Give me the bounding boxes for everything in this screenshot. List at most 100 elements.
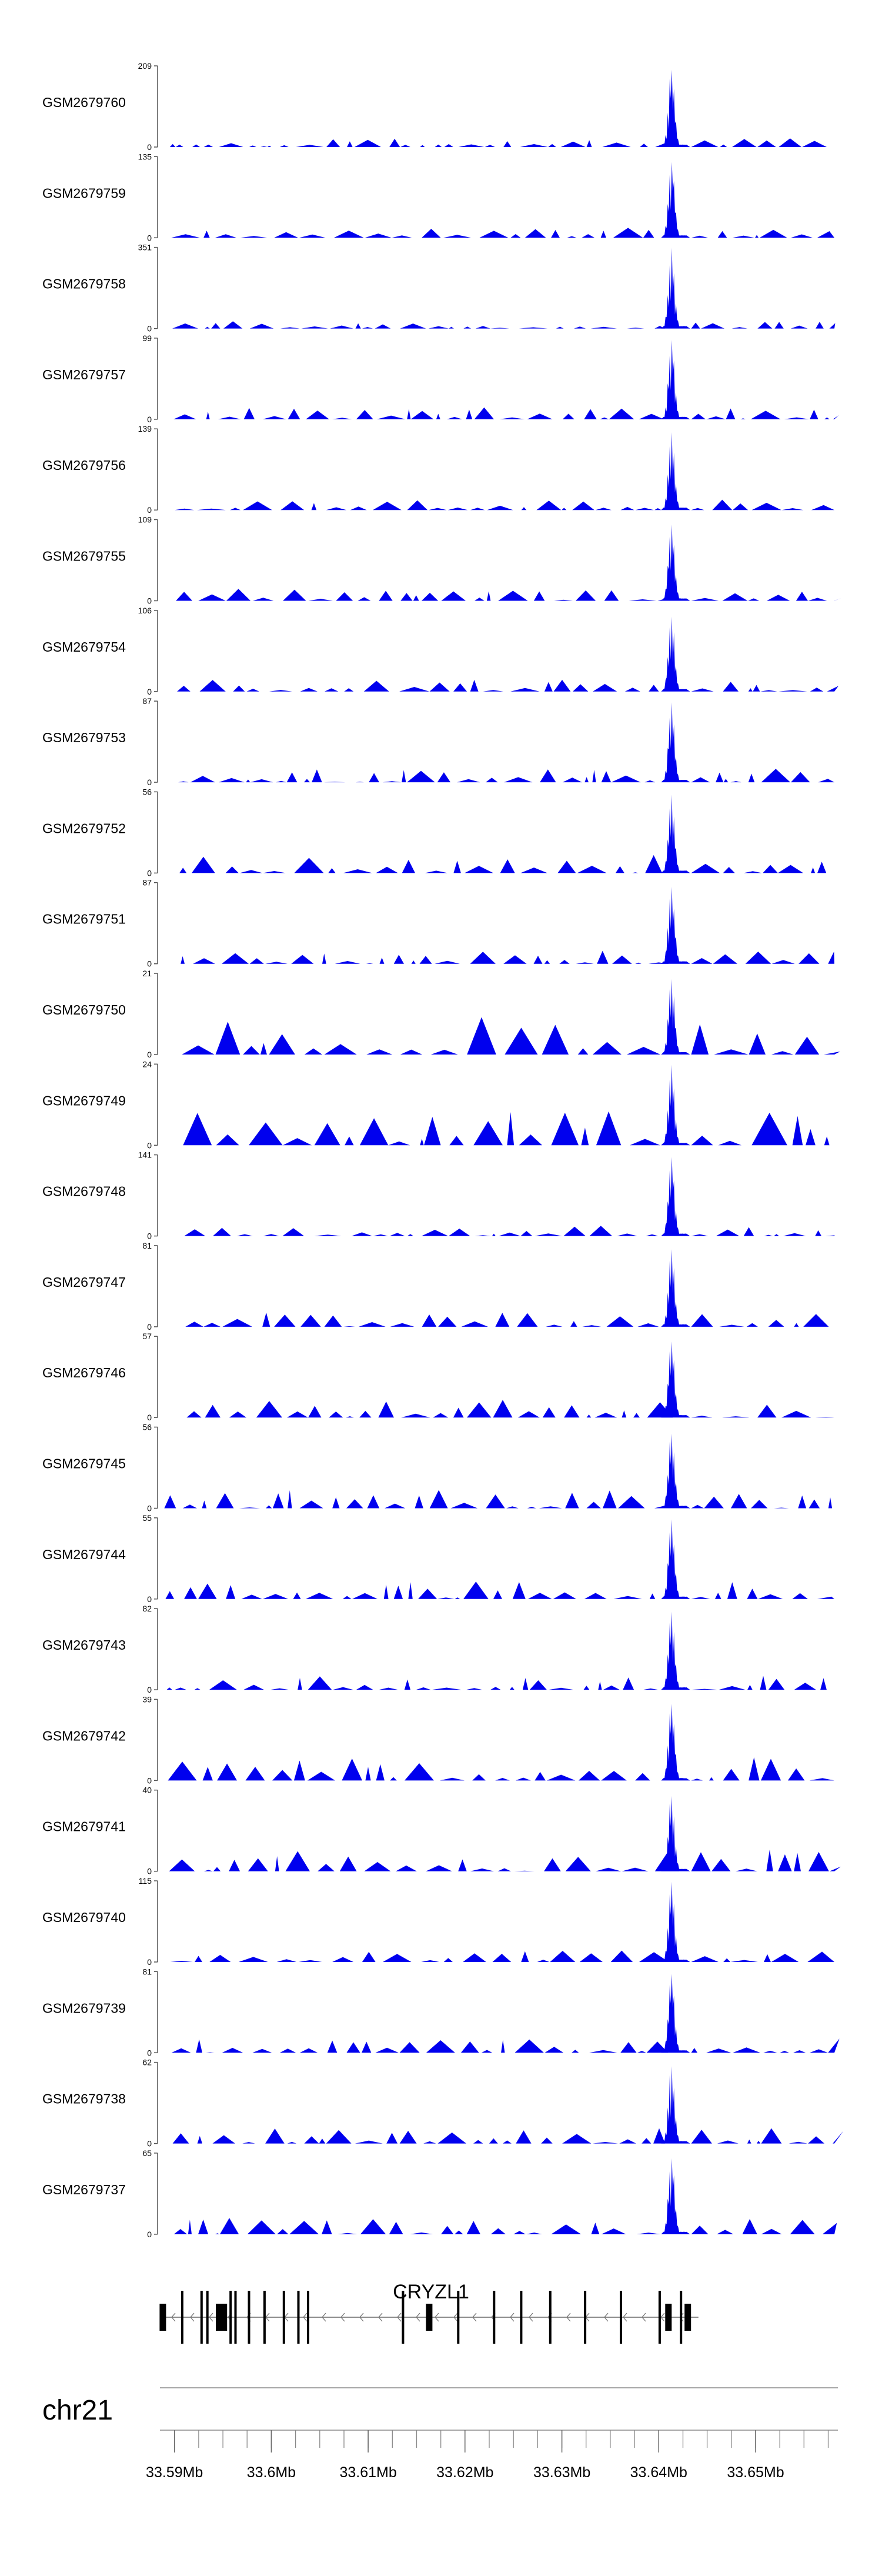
exon (665, 2304, 672, 2331)
coverage-area (160, 138, 838, 147)
y-min-label: 0 (147, 1050, 152, 1059)
y-max-label: 21 (142, 969, 152, 978)
peak-area (661, 524, 690, 601)
coverage-area (160, 2038, 840, 2053)
track-label: GSM2679757 (42, 367, 126, 382)
signal-tracks: GSM26797602090GSM26797591350GSM267975835… (42, 61, 844, 2239)
coverage-area (160, 1111, 838, 1146)
strand-arrow (322, 2313, 326, 2322)
strand-arrow (303, 2313, 308, 2322)
y-min-label: 0 (147, 2230, 152, 2239)
y-min-label: 0 (147, 2139, 152, 2148)
track-GSM2679740: GSM2679740 115 0 (42, 1876, 838, 1967)
y-min-label: 0 (147, 1232, 152, 1241)
coverage-area (160, 1676, 838, 1690)
track-GSM2679753: GSM2679753 87 0 (42, 696, 838, 787)
exon (658, 2291, 661, 2344)
peak-area (661, 1796, 690, 1871)
coverage-area (160, 1849, 841, 1871)
y-min-label: 0 (147, 1322, 152, 1332)
y-max-label: 24 (142, 1059, 152, 1069)
y-max-label: 40 (142, 1786, 152, 1795)
y-min-label: 0 (147, 142, 152, 152)
track-label: GSM2679760 (42, 95, 126, 110)
track-label: GSM2679744 (42, 1547, 126, 1562)
track-label: GSM2679755 (42, 549, 126, 564)
track-label: GSM2679738 (42, 2091, 126, 2107)
genome-axis: 33.59Mb 33.6Mb 33.61Mb 33.62Mb 33.63Mb 33.64M… (146, 2430, 838, 2481)
track-label: GSM2679745 (42, 1456, 126, 1471)
y-max-label: 141 (138, 1150, 152, 1160)
exon (248, 2291, 250, 2344)
coverage-area (160, 855, 838, 873)
gene-label: CRYZL1 (393, 2281, 469, 2303)
y-min-label: 0 (147, 233, 152, 242)
track-label: GSM2679741 (42, 1819, 126, 1834)
track-GSM2679746: GSM2679746 57 0 (42, 1332, 838, 1422)
y-max-label: 55 (142, 1513, 152, 1523)
y-max-label: 62 (142, 2058, 152, 2067)
coverage-area (160, 2218, 838, 2234)
exon (584, 2291, 587, 2344)
exon (457, 2291, 460, 2344)
y-max-label: 87 (142, 696, 152, 706)
exon (216, 2304, 222, 2331)
exon (200, 2291, 203, 2344)
track-GSM2679758: GSM2679758 351 0 (42, 243, 838, 333)
genome-axis-tick-label: 33.61Mb (339, 2464, 396, 2481)
y-min-label: 0 (147, 1957, 152, 1967)
y-min-label: 0 (147, 324, 152, 333)
coverage-area (160, 1312, 838, 1327)
y-min-label: 0 (147, 415, 152, 424)
track-label: GSM2679743 (42, 1637, 126, 1653)
y-min-label: 0 (147, 1594, 152, 1604)
genome-axis-ticks: 33.59Mb 33.6Mb 33.61Mb 33.62Mb 33.63Mb 33.64M… (146, 2430, 829, 2481)
peak-area (661, 979, 690, 1055)
peak-area (661, 2158, 690, 2234)
track-label: GSM2679737 (42, 2182, 126, 2197)
coverage-area (160, 589, 842, 601)
exon (680, 2291, 683, 2344)
exon (234, 2291, 237, 2344)
track-GSM2679756: GSM2679756 139 0 (42, 424, 838, 515)
track-label: GSM2679750 (42, 1002, 126, 1017)
coverage-area (160, 321, 838, 329)
track-label: GSM2679747 (42, 1274, 126, 1290)
strand-arrow (660, 2313, 665, 2322)
coverage-area (160, 950, 838, 964)
peak-area (661, 1065, 690, 1146)
peak-area (661, 162, 690, 238)
track-GSM2679760: GSM2679760 209 0 (42, 61, 838, 152)
peak-area (661, 1157, 690, 1236)
y-max-label: 56 (142, 787, 152, 796)
peak-area (661, 340, 690, 419)
track-label: GSM2679751 (42, 912, 126, 927)
coverage-area (160, 1581, 838, 1599)
coverage-area (160, 228, 838, 238)
peak-area (661, 1433, 690, 1509)
y-max-label: 87 (142, 878, 152, 887)
coverage-area (160, 769, 838, 783)
y-min-label: 0 (147, 1776, 152, 1785)
y-max-label: 81 (142, 1967, 152, 1976)
coverage-area (160, 2128, 844, 2144)
peak-area (661, 795, 690, 873)
coverage-area (160, 1950, 838, 1962)
peak-area (661, 702, 690, 783)
gene-track: CRYZL1 (159, 2281, 699, 2344)
exon (402, 2291, 405, 2344)
track-GSM2679757: GSM2679757 99 0 (42, 333, 839, 424)
exon (282, 2291, 285, 2344)
peak-area (661, 2066, 690, 2144)
genome-axis-tick-label: 33.65Mb (727, 2464, 784, 2481)
strand-arrows (171, 2313, 684, 2322)
exon (549, 2291, 552, 2344)
strand-arrow (359, 2313, 364, 2322)
chromosome-label: chr21 (42, 2395, 113, 2426)
exon (220, 2304, 228, 2331)
exon (307, 2291, 309, 2344)
strand-arrow (340, 2313, 345, 2322)
y-max-label: 109 (138, 515, 152, 525)
y-min-label: 0 (147, 1504, 152, 1513)
